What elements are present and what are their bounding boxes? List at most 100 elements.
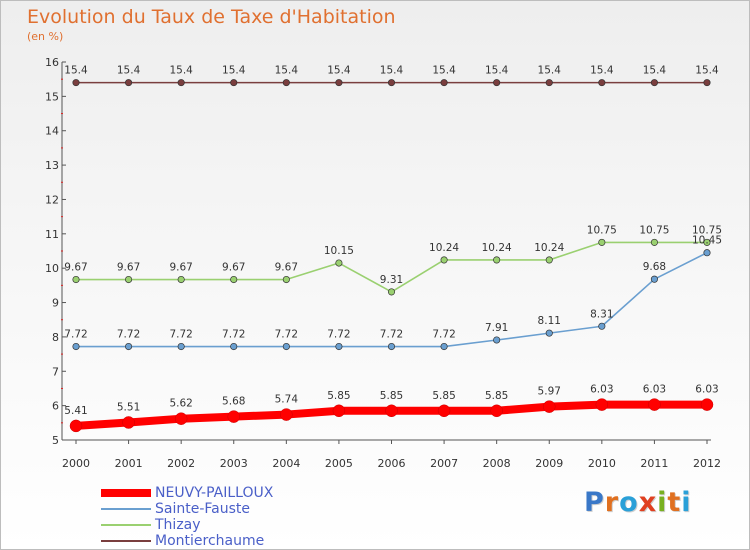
data-point (700, 398, 714, 411)
data-point (648, 398, 661, 411)
data-point (332, 404, 346, 418)
data-point (125, 275, 133, 284)
data-label: 15.4 (275, 65, 299, 77)
data-label: 7.72 (169, 329, 192, 341)
data-point (335, 342, 343, 351)
data-point (122, 416, 135, 429)
data-label: 8.31 (590, 308, 613, 320)
data-point (493, 336, 501, 344)
x-tick-label: 2003 (220, 457, 248, 470)
data-label: 7.72 (64, 329, 87, 341)
data-point (598, 238, 606, 246)
chart-title: Evolution du Taux de Taxe d'Habitation (27, 6, 396, 28)
x-tick-label: 2000 (62, 457, 90, 470)
data-label: 15.4 (169, 65, 193, 77)
data-label: 5.85 (485, 390, 508, 402)
data-label: 7.72 (222, 329, 245, 341)
data-point (387, 342, 396, 351)
legend-label: Thizay (155, 517, 201, 533)
x-tick-label: 2012 (693, 457, 721, 470)
data-label: 7.72 (117, 329, 140, 341)
legend-swatch (101, 508, 151, 510)
legend-item: NEUVY-PAILLOUX (101, 485, 361, 501)
legend-swatch (101, 540, 151, 542)
data-label: 15.4 (64, 65, 88, 77)
data-point (703, 238, 711, 246)
data-point (387, 288, 396, 296)
y-tick-label: 10 (45, 262, 59, 275)
data-label: 9.67 (275, 262, 298, 274)
y-tick-label: 5 (52, 434, 59, 447)
data-label: 15.4 (485, 65, 509, 77)
x-tick-label: 2009 (535, 457, 563, 470)
data-label: 5.41 (64, 405, 87, 417)
data-label: 9.67 (222, 262, 245, 274)
data-point (177, 342, 185, 351)
x-tick-label: 2008 (483, 457, 511, 470)
x-tick-label: 2007 (430, 457, 458, 470)
data-label: 10.24 (482, 242, 512, 254)
data-point (230, 275, 238, 284)
data-point (177, 275, 185, 284)
data-point (282, 79, 290, 87)
data-point (598, 322, 606, 330)
data-label: 5.97 (538, 386, 561, 398)
data-point (174, 412, 188, 425)
data-label: 10.15 (324, 245, 354, 257)
y-tick-label: 15 (45, 90, 59, 103)
data-point (650, 238, 658, 246)
data-label: 6.03 (643, 384, 666, 396)
data-label: 15.4 (222, 65, 246, 77)
data-label: 10.75 (692, 224, 722, 236)
data-point (125, 79, 133, 87)
data-point (543, 400, 556, 413)
data-point (650, 275, 658, 283)
data-point (227, 410, 240, 423)
data-label: 15.4 (590, 65, 614, 77)
y-tick-label: 6 (52, 400, 59, 413)
data-point (72, 275, 80, 284)
x-tick-label: 2010 (588, 457, 616, 470)
data-label: 9.68 (643, 261, 666, 273)
data-label: 10.45 (692, 235, 722, 247)
data-label: 15.4 (327, 65, 351, 77)
data-point (177, 79, 185, 87)
data-label: 7.72 (380, 329, 403, 341)
legend-swatch (101, 489, 151, 497)
data-point (545, 79, 553, 87)
data-label: 10.24 (534, 242, 564, 254)
data-point (230, 79, 238, 87)
data-point (125, 342, 133, 351)
data-label: 7.72 (432, 329, 455, 341)
data-label: 10.75 (587, 224, 617, 236)
data-label: 5.51 (117, 401, 140, 413)
data-point (282, 275, 290, 284)
legend-item: Thizay (101, 517, 361, 533)
x-tick-label: 2006 (378, 457, 406, 470)
data-label: 5.62 (169, 398, 192, 410)
data-label: 9.31 (380, 274, 403, 286)
data-point (72, 79, 80, 87)
data-label: 9.67 (117, 262, 140, 274)
data-label: 5.85 (380, 390, 403, 402)
y-tick-label: 11 (45, 228, 59, 241)
y-tick-label: 7 (52, 365, 59, 378)
data-label: 5.74 (275, 394, 299, 406)
data-point (69, 419, 83, 433)
data-point (595, 398, 609, 411)
legend: NEUVY-PAILLOUX Sainte-Fauste Thizay Montier… (101, 485, 361, 549)
y-tick-label: 8 (52, 331, 59, 344)
data-point (703, 249, 711, 257)
legend-label: Sainte-Fauste (155, 501, 250, 517)
x-tick-label: 2004 (272, 457, 300, 470)
chart-subtitle: (en %) (27, 30, 64, 43)
series-layer (69, 79, 714, 433)
x-tick-label: 2011 (640, 457, 668, 470)
data-point (387, 79, 396, 87)
data-point (280, 408, 293, 421)
data-point (230, 342, 238, 351)
data-point (335, 79, 343, 87)
data-label: 15.4 (538, 65, 562, 77)
data-label: 9.67 (169, 262, 192, 274)
